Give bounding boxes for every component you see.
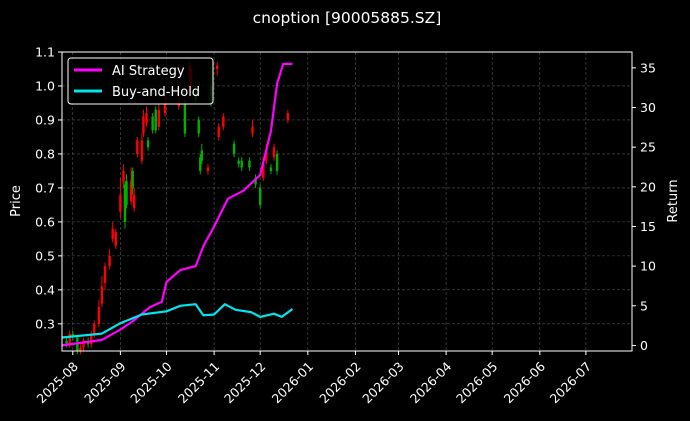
y-left-tick-label: 0.6 [35, 214, 55, 229]
candle-body [215, 65, 219, 69]
candle-body [251, 126, 254, 134]
candle-body [240, 160, 243, 168]
candle-body [177, 102, 180, 107]
candle-body [206, 167, 210, 171]
candle-body [136, 140, 139, 154]
candle-body [103, 266, 107, 284]
candle-body [119, 194, 122, 212]
candle-body [125, 181, 128, 205]
y-right-tick-label: 20 [640, 179, 656, 194]
y-left-tick-label: 0.3 [35, 316, 55, 331]
y-left-axis-title: Price [9, 185, 24, 217]
candle-body [93, 323, 96, 335]
y-left-tick-label: 0.5 [35, 248, 55, 263]
candle-body [131, 170, 134, 188]
candle-body [262, 164, 265, 178]
candle-body [232, 143, 236, 154]
candle-body [258, 187, 262, 205]
candle-body [200, 150, 204, 161]
candle-body [269, 167, 273, 171]
y-right-tick-label: 35 [640, 60, 656, 75]
return-lines [61, 62, 294, 347]
candle-body [217, 126, 220, 137]
candle-body [108, 255, 111, 267]
y-right-tick-label: 0 [640, 338, 648, 353]
y-left-tick-label: 0.9 [35, 112, 55, 127]
candle-body [237, 160, 240, 165]
candle-body [129, 181, 133, 202]
candle-body [163, 102, 167, 114]
candle-body [133, 194, 136, 209]
candle-body [114, 232, 117, 246]
plot-frame [61, 51, 633, 352]
candle-body [79, 347, 82, 351]
candle-body [154, 109, 157, 131]
candle-body [122, 170, 125, 182]
candlesticks [65, 62, 290, 355]
chart-title: cnoption [90005885.SZ] [253, 9, 442, 27]
y-right-tick-label: 10 [640, 259, 656, 274]
y-left-tick-label: 1.1 [35, 45, 55, 60]
candle-body [97, 306, 101, 324]
candle-body [82, 340, 85, 348]
candle-body [254, 177, 257, 185]
y-right-tick-label: 15 [640, 219, 656, 234]
candle-body [248, 160, 251, 168]
candle-body [151, 116, 154, 131]
candle-body [145, 113, 148, 124]
ai-strategy-line [61, 62, 293, 347]
y-right-tick-label: 25 [640, 140, 656, 155]
legend-box [67, 57, 214, 105]
candle-body [265, 150, 268, 161]
candle-body [65, 340, 68, 345]
legend: AI Strategy Buy-and-Hold [67, 57, 214, 105]
y-left-tick-label: 0.8 [35, 146, 55, 161]
candle-body [286, 113, 290, 120]
candle-body [68, 334, 71, 345]
candle-body [199, 157, 202, 171]
y-right-tick-label: 5 [640, 298, 648, 313]
y-right-axis-title: Return [666, 179, 681, 222]
buy-and-hold-line [61, 303, 294, 339]
legend-buy-and-hold-label: Buy-and-Hold [112, 85, 200, 100]
legend-ai-strategy-label: AI Strategy [112, 64, 185, 79]
candle-body [142, 116, 145, 134]
candle-body [197, 119, 200, 134]
y-right-tick-label: 30 [640, 100, 656, 115]
candle-body [140, 140, 144, 161]
candle-body [89, 334, 93, 345]
candle-body [100, 286, 104, 304]
candle-body [183, 102, 187, 134]
candle-body [157, 109, 160, 127]
candle-body [275, 153, 279, 171]
candle-body [272, 147, 276, 158]
candle-body [222, 116, 225, 127]
y-left-tick-label: 0.4 [35, 282, 55, 297]
candle-body [123, 184, 127, 222]
y-left-tick-label: 0.7 [35, 180, 55, 195]
candle-body [111, 228, 114, 239]
y-left-tick-label: 1.0 [35, 78, 55, 93]
candle-body [146, 140, 150, 148]
